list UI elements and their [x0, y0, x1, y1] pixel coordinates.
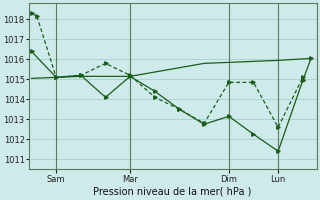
- X-axis label: Pression niveau de la mer( hPa ): Pression niveau de la mer( hPa ): [93, 187, 252, 197]
